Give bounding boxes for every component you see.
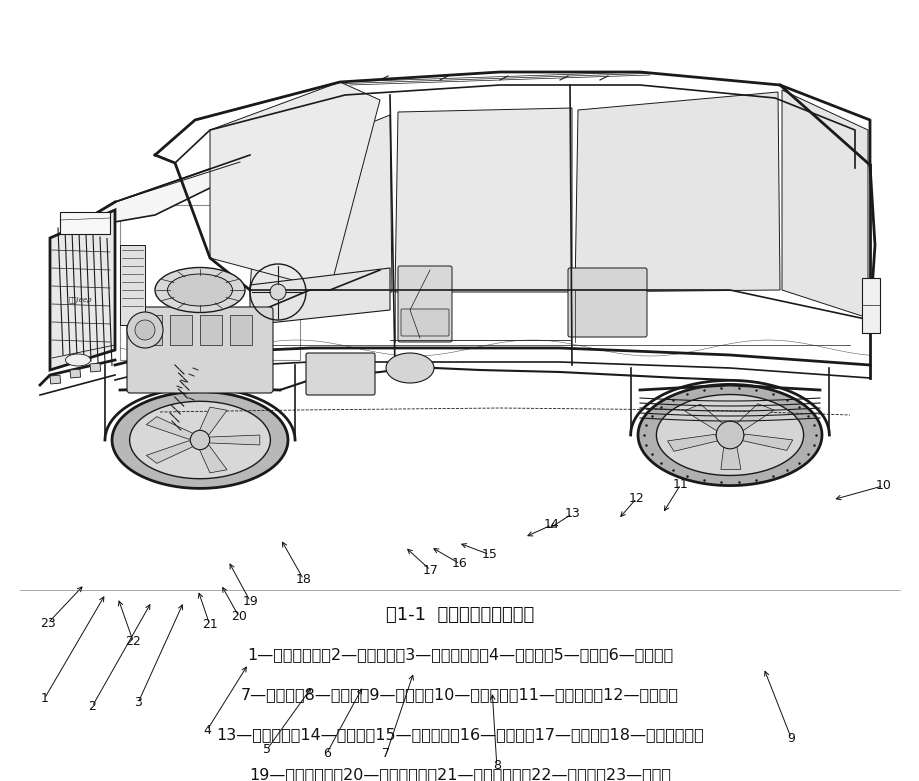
Circle shape [715, 421, 743, 449]
Bar [90, 363, 100, 372]
Text: 13—后传动轴；14—分动器；15—前传动轴；16—变速器；17—离合器；18—盘式制动器；: 13—后传动轴；14—分动器；15—前传动轴；16—变速器；17—离合器；18—… [216, 727, 703, 743]
Text: 18: 18 [295, 573, 312, 586]
Polygon shape [198, 444, 227, 473]
Text: 1—空调压缩机；2—电器线束；3—发动机总成；4—仪表板；5—车身；6—转向盘；: 1—空调压缩机；2—电器线束；3—发动机总成；4—仪表板；5—车身；6—转向盘； [246, 647, 673, 662]
Circle shape [190, 430, 210, 450]
FancyBboxPatch shape [567, 268, 646, 337]
Polygon shape [250, 115, 391, 292]
Text: 8: 8 [493, 759, 500, 772]
Polygon shape [684, 404, 726, 431]
Text: 20: 20 [231, 611, 247, 623]
Bar [70, 369, 81, 378]
Text: 图1-1  切诺基汽车总体布置: 图1-1 切诺基汽车总体布置 [385, 606, 534, 624]
Text: 5: 5 [263, 744, 270, 756]
Text: 23: 23 [40, 617, 56, 629]
Text: 19—转向驱动桥；20—悬架螺旋簧；21—动力转向器；22—前照灯；23—雾灯．: 19—转向驱动桥；20—悬架螺旋簧；21—动力转向器；22—前照灯；23—雾灯． [249, 768, 670, 781]
Text: 9: 9 [787, 732, 794, 744]
Circle shape [269, 284, 286, 300]
Text: 北京Jeep: 北京Jeep [68, 297, 92, 303]
FancyBboxPatch shape [306, 353, 375, 395]
Ellipse shape [167, 274, 233, 306]
Polygon shape [732, 404, 774, 430]
Text: 1: 1 [40, 693, 48, 705]
Text: 4: 4 [203, 724, 210, 736]
Text: 6: 6 [323, 747, 330, 760]
FancyBboxPatch shape [398, 266, 451, 342]
Text: 16: 16 [451, 558, 468, 570]
Polygon shape [574, 92, 779, 292]
Text: 7: 7 [382, 747, 390, 760]
Ellipse shape [154, 268, 244, 312]
Text: 3: 3 [134, 697, 142, 709]
Text: 11: 11 [672, 478, 688, 490]
Polygon shape [50, 210, 115, 370]
Text: 22: 22 [125, 636, 142, 648]
Polygon shape [146, 416, 195, 439]
FancyBboxPatch shape [127, 307, 273, 393]
Ellipse shape [386, 353, 434, 383]
Polygon shape [198, 407, 227, 436]
Text: 21: 21 [201, 619, 218, 631]
Bar [50, 375, 61, 384]
Text: 14: 14 [543, 519, 560, 531]
Text: 19: 19 [242, 595, 258, 608]
Text: 7—前座椅；8—后座椅；9—举升门；10—后组合灯；11—悬架板簧；12—驱动桥；: 7—前座椅；8—后座椅；9—举升门；10—后组合灯；11—悬架板簧；12—驱动桥… [241, 687, 678, 702]
Polygon shape [250, 268, 390, 325]
Bar [230, 315, 252, 345]
Polygon shape [394, 108, 572, 292]
Bar [119, 245, 145, 325]
Bar [140, 315, 162, 345]
FancyBboxPatch shape [401, 309, 448, 336]
Polygon shape [130, 401, 270, 479]
Bar [199, 315, 221, 345]
Polygon shape [112, 391, 288, 488]
Text: 2: 2 [88, 701, 96, 713]
Polygon shape [210, 435, 259, 445]
Polygon shape [210, 82, 380, 290]
Text: 12: 12 [628, 492, 644, 505]
Text: 13: 13 [563, 508, 580, 520]
Polygon shape [741, 434, 792, 451]
Text: 17: 17 [422, 564, 438, 576]
Polygon shape [146, 440, 195, 463]
Bar [861, 278, 879, 333]
Polygon shape [638, 384, 821, 486]
Text: 10: 10 [874, 480, 891, 492]
Text: 15: 15 [481, 548, 497, 561]
Circle shape [127, 312, 163, 348]
Polygon shape [667, 434, 718, 451]
Bar [170, 315, 192, 345]
Polygon shape [656, 394, 802, 476]
Polygon shape [68, 155, 250, 230]
Circle shape [135, 320, 154, 340]
Bar [60, 212, 110, 234]
Polygon shape [720, 443, 740, 469]
Ellipse shape [65, 354, 90, 366]
Polygon shape [781, 90, 867, 318]
